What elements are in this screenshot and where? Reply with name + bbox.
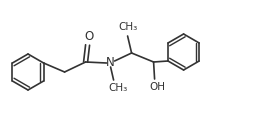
Text: CH₃: CH₃ — [108, 83, 127, 93]
Text: O: O — [84, 30, 93, 43]
Text: CH₃: CH₃ — [118, 22, 137, 32]
Text: OH: OH — [150, 82, 165, 92]
Text: N: N — [106, 56, 115, 70]
